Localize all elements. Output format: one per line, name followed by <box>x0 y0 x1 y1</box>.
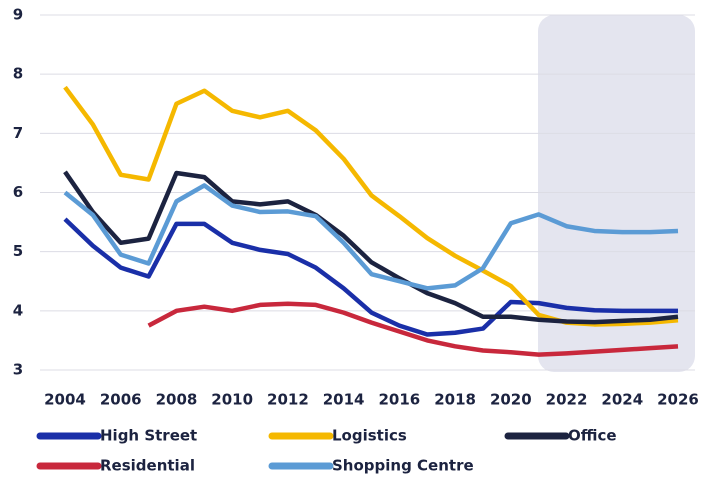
x-tick-label: 2008 <box>156 391 198 409</box>
series-line <box>63 170 679 325</box>
legend-label: Office <box>568 427 617 445</box>
legend-label: Residential <box>100 457 195 475</box>
x-tick-label: 2018 <box>434 391 476 409</box>
x-tick-label: 2016 <box>378 391 420 409</box>
legend-label: Logistics <box>332 427 407 445</box>
x-tick-label: 2014 <box>323 391 365 409</box>
x-tick-label: 2022 <box>546 391 588 409</box>
series-line <box>63 217 678 337</box>
x-tick-label: 2020 <box>490 391 532 409</box>
legend-label: High Street <box>100 427 197 445</box>
y-tick-label: 6 <box>13 183 23 201</box>
legend-label: Shopping Centre <box>332 457 474 475</box>
x-tick-label: 2012 <box>267 391 309 409</box>
y-tick-label: 9 <box>13 6 23 24</box>
y-tick-label: 8 <box>13 65 23 83</box>
forecast-shading <box>538 15 695 372</box>
x-tick-label: 2026 <box>657 391 699 409</box>
x-tick-label: 2010 <box>211 391 253 409</box>
x-tick-label: 2004 <box>44 391 86 409</box>
x-tick-label: 2024 <box>601 391 643 409</box>
y-tick-label: 3 <box>13 361 23 379</box>
y-tick-label: 7 <box>13 124 23 142</box>
series-line <box>63 183 679 291</box>
series-line <box>147 301 679 357</box>
y-tick-label: 4 <box>13 301 23 319</box>
y-tick-label: 5 <box>13 242 23 260</box>
x-tick-label: 2006 <box>100 391 142 409</box>
